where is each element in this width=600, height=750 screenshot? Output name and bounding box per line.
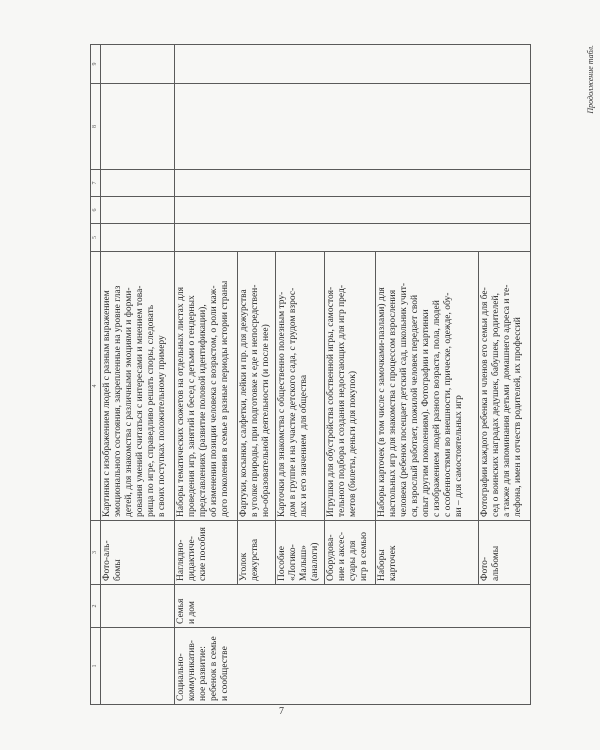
table-row: Фото-аль- бомы Картинки с изображением л…: [100, 44, 175, 705]
empty-cell: [100, 83, 175, 170]
column-number-row: 1 2 3 4 5 6 7 8 9: [90, 44, 101, 705]
rotated-table-sheet: 1 2 3 4 5 6 7 8 9 Фото-аль- бомы Картинк…: [90, 44, 600, 705]
column-number: 9: [90, 44, 101, 84]
description-cell: Картинки с изображением людей с разным в…: [100, 251, 175, 521]
column-number: 3: [90, 520, 101, 585]
material-type-cell: Уголок дежурства: [237, 520, 276, 585]
empty-cell: [100, 169, 175, 197]
topic-cell: Семья и дом: [174, 584, 531, 628]
description-cell: Фартуки, косынки, салфетки, лейки и пр. …: [237, 251, 276, 521]
column-number: 6: [90, 196, 101, 224]
material-type-cell: Фото-аль- бомы: [100, 520, 175, 585]
area-cell: [100, 627, 175, 705]
empty-cell: [174, 223, 531, 252]
empty-cell: [174, 44, 531, 84]
material-type-cell: Фото- альбомы: [478, 520, 531, 585]
column-number: 5: [90, 223, 101, 252]
column-number: 1: [90, 627, 101, 705]
table-row: Социально- коммуникатив- ное развитие: р…: [174, 44, 531, 705]
continuation-label: Продолжение табл.: [586, 45, 595, 114]
topic-cell: [100, 584, 175, 628]
material-type-cell: Оборудова- ние и аксес- суары для игр в …: [324, 520, 376, 585]
empty-cell: [174, 83, 531, 170]
column-number: 7: [90, 169, 101, 197]
material-type-cell: Пособие «Логико- Малыш» (аналоги): [275, 520, 325, 585]
description-cell: Карточки для знакомства с общественно по…: [275, 251, 325, 521]
empty-cell: [100, 223, 175, 252]
description-cell: Наборы карточек (в том числе с замочками…: [375, 251, 479, 521]
column-number: 8: [90, 83, 101, 170]
description-cell: Игрушки для обустройства собственной игр…: [324, 251, 376, 521]
column-number: 4: [90, 251, 101, 521]
page-number: 7: [279, 706, 284, 717]
material-type-cell: Наглядно- дидактиче- ские пособия: [174, 520, 238, 585]
description-cell: Наборы тематических сюжетов на отдельных…: [174, 251, 238, 521]
empty-cell: [174, 196, 531, 224]
description-cell: Фотографии каждого ребенка и членов его …: [478, 251, 531, 521]
column-number: 2: [90, 584, 101, 628]
empty-cell: [100, 196, 175, 224]
materials-table: 1 2 3 4 5 6 7 8 9 Фото-аль- бомы Картинк…: [90, 44, 531, 705]
area-cell: Социально- коммуникатив- ное развитие: р…: [174, 627, 531, 705]
empty-cell: [174, 169, 531, 197]
empty-cell: [100, 44, 175, 84]
material-type-cell: Наборы карточек: [375, 520, 479, 585]
